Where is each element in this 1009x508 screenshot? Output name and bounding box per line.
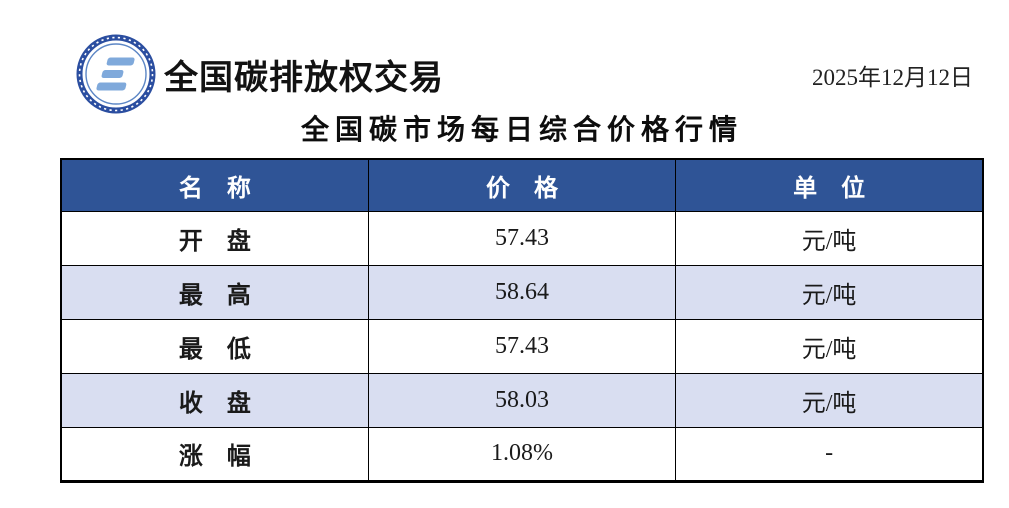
row-high-unit: 元/吨 (675, 264, 984, 320)
col-header-unit: 单 位 (675, 158, 984, 212)
row-close-unit: 元/吨 (675, 372, 984, 428)
brand-name: 全国碳排放权交易 (164, 60, 444, 97)
row-close-price: 58.03 (367, 372, 677, 428)
row-change-name: 涨 幅 (60, 426, 369, 482)
row-high-price: 58.64 (367, 264, 677, 320)
col-header-name: 名 称 (60, 158, 369, 212)
row-open-unit: 元/吨 (675, 210, 984, 266)
price-table: 名 称 价 格 单 位 开 盘 57.43 元/吨 最 高 58.64 元/吨 … (60, 158, 984, 483)
exchange-logo-icon (76, 34, 156, 114)
masthead: 全国碳排放权交易 2025年12月12日 (0, 0, 1009, 114)
row-low-unit: 元/吨 (675, 318, 984, 374)
table-row-change: 涨 幅 1.08% - (60, 426, 984, 482)
table-row-close: 收 盘 58.03 元/吨 (60, 372, 984, 428)
round-seal-logo-icon (76, 34, 156, 114)
row-change-price: 1.08% (367, 426, 677, 482)
row-high-name: 最 高 (60, 264, 369, 320)
row-change-unit: - (675, 426, 984, 482)
table-row-open: 开 盘 57.43 元/吨 (60, 210, 984, 266)
table-row-low: 最 低 57.43 元/吨 (60, 318, 984, 374)
table-header-row: 名 称 价 格 单 位 (60, 158, 984, 212)
page-title: 全国碳市场每日综合价格行情 (300, 115, 743, 146)
report-date: 2025年12月12日 (812, 65, 973, 90)
row-close-name: 收 盘 (60, 372, 369, 428)
row-low-name: 最 低 (60, 318, 369, 374)
col-header-price: 价 格 (367, 158, 677, 212)
row-open-name: 开 盘 (60, 210, 369, 266)
row-low-price: 57.43 (367, 318, 677, 374)
table-row-high: 最 高 58.64 元/吨 (60, 264, 984, 320)
row-open-price: 57.43 (367, 210, 677, 266)
